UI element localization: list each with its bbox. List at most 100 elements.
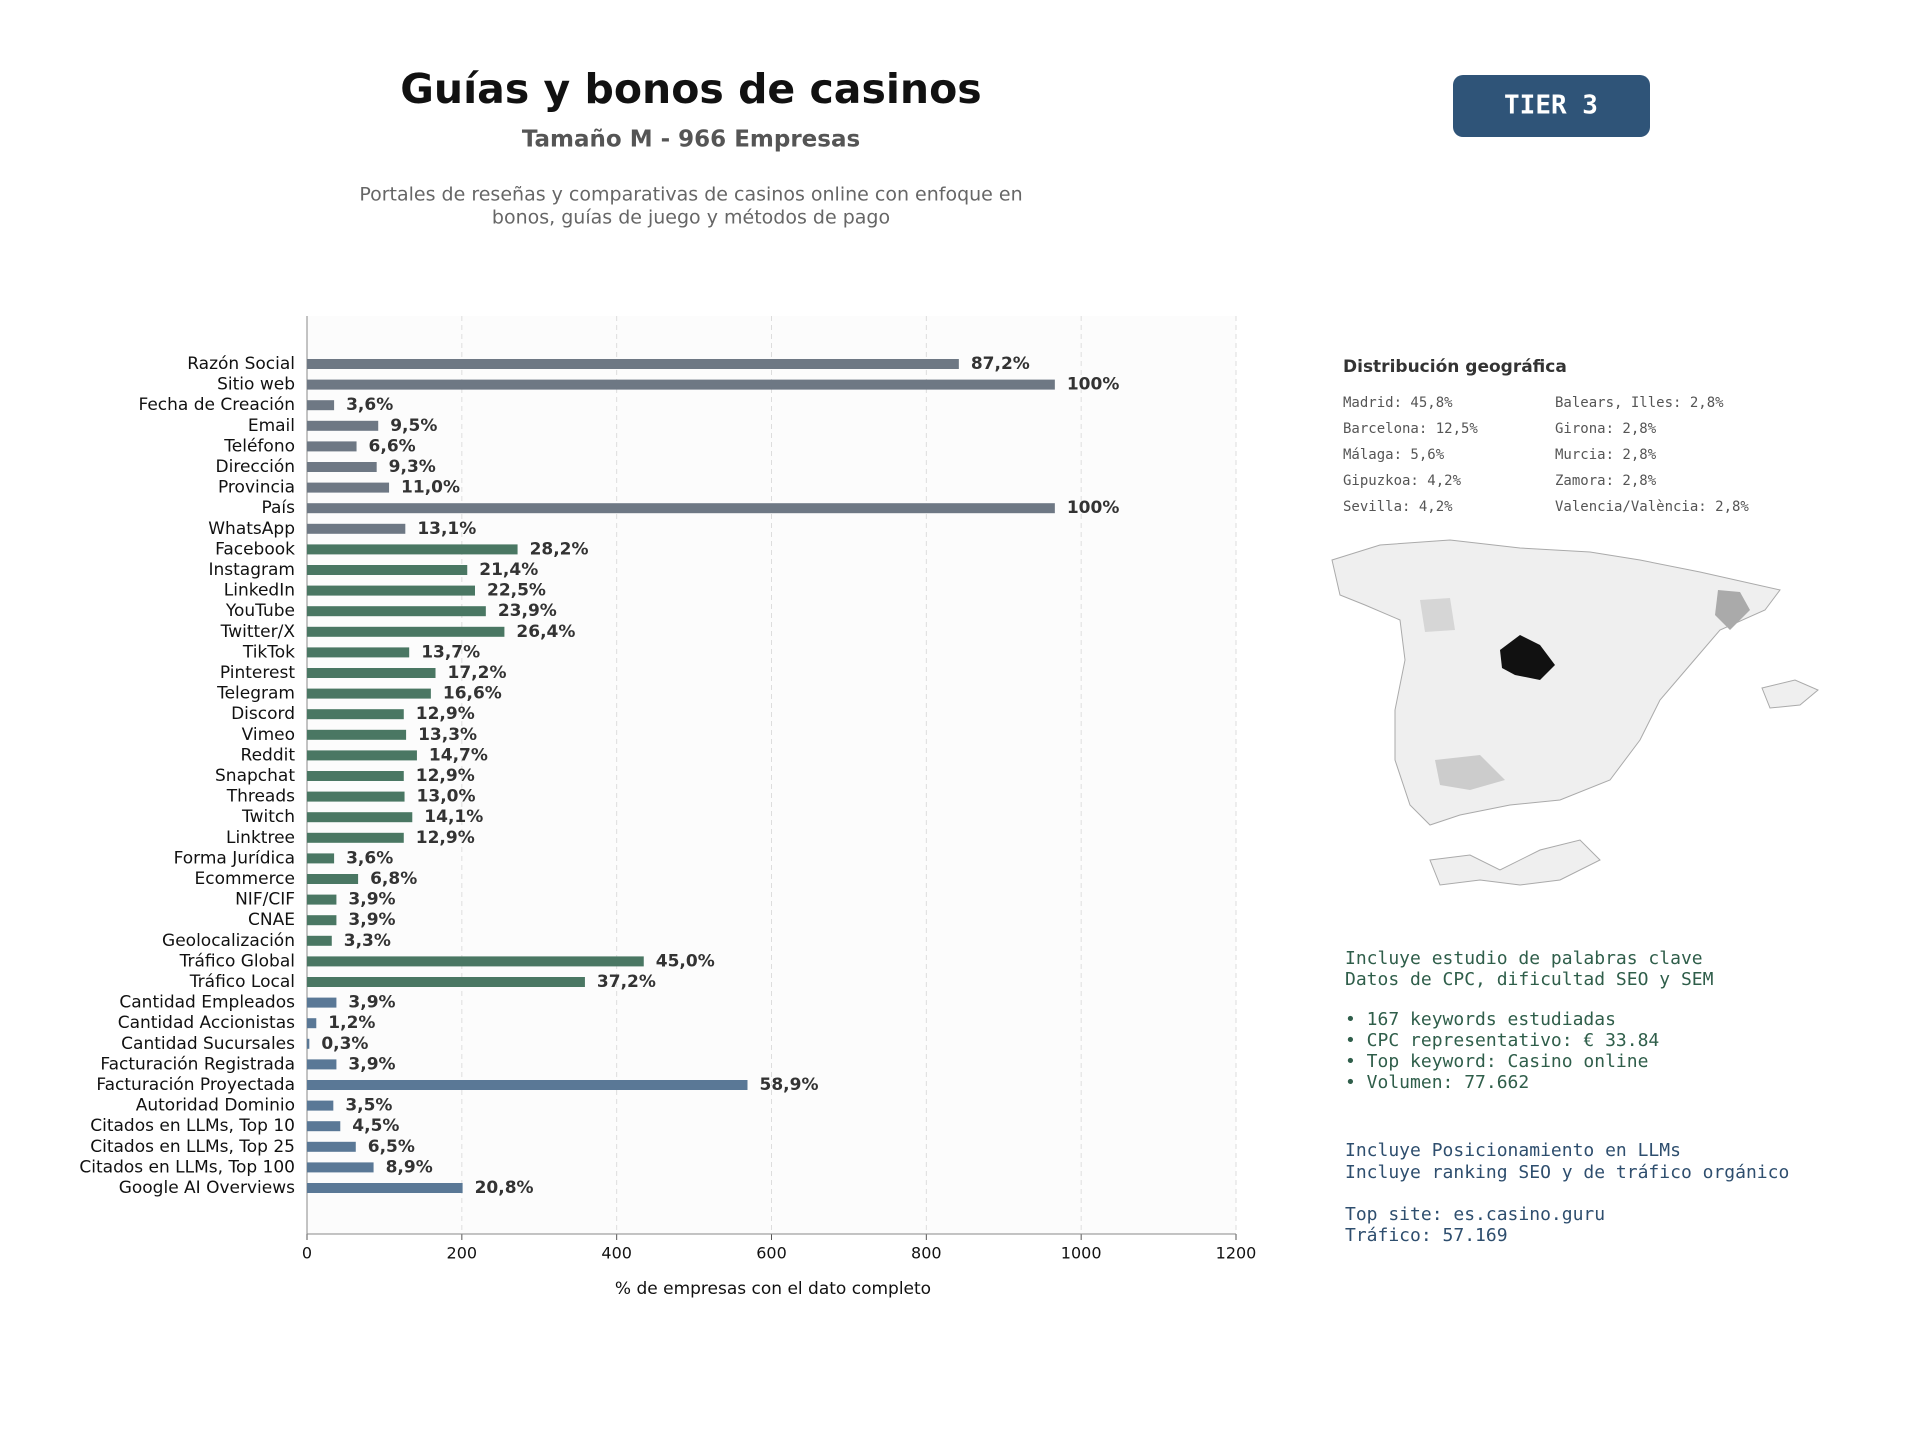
note-line: Incluye estudio de palabras clave <box>1345 948 1703 969</box>
value-label: 8,9% <box>386 1157 433 1177</box>
note-line: • CPC representativo: € 33.84 <box>1345 1030 1659 1051</box>
value-label: 1,2% <box>328 1013 375 1033</box>
geo-item: Gipuzkoa: 4,2% <box>1343 473 1462 489</box>
value-label: 100% <box>1067 498 1120 518</box>
bar <box>307 832 404 843</box>
y-tick-label: Telegram <box>216 684 295 704</box>
bar <box>307 729 407 740</box>
y-tick-label: Autoridad Dominio <box>136 1096 295 1116</box>
y-tick-label: Cantidad Accionistas <box>118 1013 295 1033</box>
map-baleares <box>1761 679 1819 709</box>
x-tick-label: 800 <box>911 1244 942 1263</box>
y-tick-label: Sitio web <box>217 375 295 395</box>
geo-item: Girona: 2,8% <box>1555 421 1657 437</box>
value-label: 13,1% <box>417 519 476 539</box>
chart-subtitle: Tamaño M - 966 Empresas <box>522 127 860 153</box>
x-tick-label: 1000 <box>1061 1244 1102 1263</box>
note-line: Top site: es.casino.guru <box>1345 1204 1605 1225</box>
y-tick-label: Discord <box>231 704 295 724</box>
value-label: 14,7% <box>429 745 488 765</box>
geo-item: Balears, Illes: 2,8% <box>1555 395 1724 411</box>
value-label: 3,6% <box>346 395 393 415</box>
bar <box>307 791 405 802</box>
y-tick-label: Cantidad Empleados <box>119 993 295 1013</box>
value-label: 12,9% <box>416 766 475 786</box>
value-label: 6,8% <box>370 869 417 889</box>
value-label: 4,5% <box>352 1116 399 1136</box>
value-label: 3,5% <box>345 1096 392 1116</box>
value-label: 22,5% <box>487 581 546 601</box>
geo-item: Valencia/València: 2,8% <box>1555 499 1749 515</box>
value-label: 3,6% <box>346 848 393 868</box>
tier-badge <box>1453 75 1650 137</box>
y-tick-label: LinkedIn <box>224 581 295 601</box>
bar <box>307 853 335 864</box>
bar <box>307 1162 374 1173</box>
y-tick-label: Facebook <box>215 539 295 559</box>
value-label: 37,2% <box>597 972 656 992</box>
y-tick-label: Razón Social <box>187 354 295 374</box>
bar <box>307 874 359 884</box>
bar <box>307 1141 356 1152</box>
map-madrid <box>1500 635 1555 680</box>
description: Portales de reseñas y comparativas de ca… <box>359 184 1022 206</box>
note-line: • Volumen: 77.662 <box>1345 1072 1529 1093</box>
value-label: 13,3% <box>418 725 477 745</box>
bar <box>307 1100 334 1111</box>
bar <box>307 565 468 575</box>
y-tick-label: TikTok <box>242 642 295 662</box>
x-tick-label: 1200 <box>1216 1244 1257 1263</box>
value-label: 13,7% <box>421 642 480 662</box>
value-label: 87,2% <box>971 354 1030 374</box>
value-label: 6,5% <box>368 1137 415 1157</box>
value-label: 13,0% <box>417 787 476 807</box>
y-tick-label: Twitch <box>241 807 295 827</box>
bar <box>307 750 417 761</box>
y-tick-label: Citados en LLMs, Top 10 <box>90 1116 295 1136</box>
bar <box>307 400 335 411</box>
bar <box>307 359 959 369</box>
bar <box>307 935 332 946</box>
bar <box>307 523 406 534</box>
bar <box>307 441 357 452</box>
bar <box>307 379 1055 390</box>
bar <box>307 585 475 596</box>
spain-map <box>1331 539 1819 886</box>
value-label: 23,9% <box>498 601 557 621</box>
y-tick-label: WhatsApp <box>208 519 295 539</box>
bar <box>307 668 436 678</box>
y-tick-label: CNAE <box>248 910 295 930</box>
y-tick-label: Threads <box>226 787 295 807</box>
bar <box>307 956 644 967</box>
value-label: 3,9% <box>348 993 395 1013</box>
x-tick-label: 200 <box>447 1244 478 1263</box>
geo-item: Madrid: 45,8% <box>1343 395 1453 411</box>
y-tick-label: Citados en LLMs, Top 100 <box>79 1157 295 1177</box>
y-tick-label: Snapchat <box>215 766 295 786</box>
bar <box>307 503 1055 514</box>
bar <box>307 544 518 555</box>
value-label: 16,6% <box>443 684 502 704</box>
bar <box>307 626 505 637</box>
value-label: 17,2% <box>448 663 507 683</box>
bar <box>307 812 413 823</box>
y-tick-label: Citados en LLMs, Top 25 <box>90 1137 295 1157</box>
map-malaga <box>1435 755 1505 790</box>
map-zamora <box>1420 598 1455 632</box>
value-label: 3,9% <box>348 890 395 910</box>
note-line: • Top keyword: Casino online <box>1345 1051 1648 1072</box>
bar <box>307 1183 463 1193</box>
value-label: 14,1% <box>424 807 483 827</box>
y-tick-label: Ecommerce <box>195 869 296 889</box>
map-barcelona <box>1715 590 1750 630</box>
value-label: 58,9% <box>760 1075 819 1095</box>
geo-item: Barcelona: 12,5% <box>1343 421 1478 437</box>
value-label: 28,2% <box>530 539 589 559</box>
note-line: Tráfico: 57.169 <box>1345 1225 1508 1246</box>
geo-item: Málaga: 5,6% <box>1343 447 1445 463</box>
value-label: 9,3% <box>389 457 436 477</box>
y-tick-label: NIF/CIF <box>235 890 295 910</box>
value-label: 12,9% <box>416 828 475 848</box>
bar <box>307 709 404 720</box>
